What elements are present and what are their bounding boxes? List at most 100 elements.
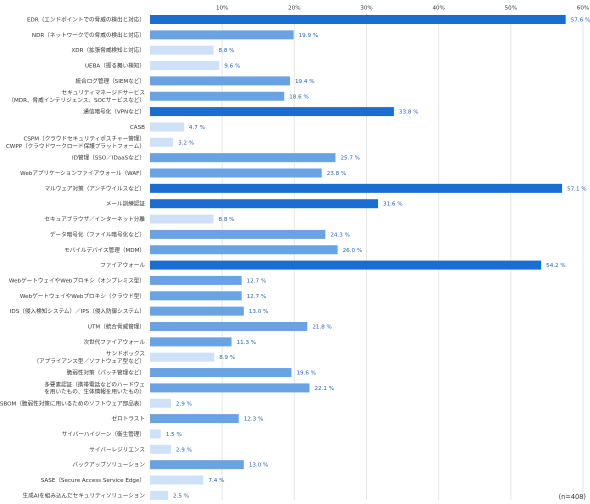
x-axis-ticks: 10% 20% 30% 40% 50% 60%	[216, 6, 589, 12]
category-label-line: WebゲートウェイやWebプロキシ（クラウド型）	[20, 292, 145, 300]
bar-value-label: 33.8 %	[399, 110, 419, 116]
bar	[150, 398, 171, 408]
bars	[150, 15, 566, 500]
category-label-line: IDS（侵入検知システム）／IPS（侵入防御システム）	[10, 307, 145, 315]
bar	[150, 153, 336, 163]
category-label: サンドボックス（アプライアンス型／ソフトウェア型など）	[33, 350, 145, 365]
category-label: IDS（侵入検知システム）／IPS（侵入防御システム）	[10, 307, 145, 315]
category-label-line: サイバーレジリエンス	[89, 446, 145, 453]
category-label-line: ファイアウォール	[100, 261, 145, 269]
bar	[150, 475, 204, 485]
bar-value-label: 8.8 %	[219, 217, 235, 223]
category-labels: EDR（エンドポイントでの脅威の検出と対応） NDR（ネットワークでの脅威の検出と…	[0, 16, 145, 500]
bar	[150, 322, 308, 331]
x-tick-label: 50%	[505, 6, 517, 12]
bar-value-label: 19.9 %	[299, 33, 319, 39]
category-label: EDR（エンドポイントでの脅威の検出と対応）	[27, 16, 145, 24]
bar	[150, 91, 285, 101]
bar	[150, 122, 184, 132]
category-label-line: メール訓練認証	[106, 200, 146, 208]
bar-value-label: 13.0 %	[249, 309, 269, 315]
bar-value-label: 19.4 %	[295, 79, 315, 85]
sample-size-note: (n=408)	[559, 493, 586, 501]
bar-value-label: 12.7 %	[247, 278, 267, 284]
category-label: データ暗号化（ファイル暗号化など）	[50, 230, 145, 238]
bar-value-label: 9.6 %	[224, 64, 240, 70]
category-label-line: ゼロトラスト	[112, 415, 145, 423]
category-label: 脆弱性対策（パッチ管理など）	[67, 369, 145, 377]
bar	[150, 61, 220, 71]
bar-value-label: 1.5 %	[166, 432, 182, 438]
category-label: 多要素認証（携帯電話などのハードウェを用いたもの、生体情報を用いたもの）	[44, 380, 145, 395]
x-tick-label: 20%	[288, 6, 300, 12]
category-label-line: SBOM（脆弱性対策に用いるためのソフトウェア部品表）	[0, 399, 145, 407]
category-label-line: を用いたもの、生体情報を用いたもの）	[44, 388, 145, 396]
bar-value-label: 21.8 %	[312, 325, 332, 331]
bar	[150, 245, 338, 255]
category-label-line: 統合ログ管理（SIEMなど）	[76, 77, 146, 85]
category-label-line: CSPM（クラウドセキュリティポスチャー管理）	[23, 135, 145, 143]
category-label-line: 脆弱性対策（パッチ管理など）	[67, 369, 145, 377]
category-label-line: （アプライアンス型／ソフトウェア型など）	[33, 357, 145, 365]
bar	[150, 490, 169, 500]
category-label: メール訓練認証	[106, 200, 146, 208]
bar	[150, 352, 215, 362]
bar	[150, 15, 566, 24]
category-label-line: データ暗号化（ファイル暗号化など）	[50, 230, 145, 238]
category-label-line: 多要素認証（携帯電話などのハードウェ	[44, 380, 145, 388]
category-label: サイバーレジリエンス	[89, 446, 145, 453]
bar-value-label: 57.1 %	[567, 186, 587, 192]
bar	[150, 306, 244, 316]
bar-value-label: 12.7 %	[247, 294, 267, 300]
bar	[150, 183, 563, 193]
bar	[150, 460, 244, 470]
bar-value-label: 3.2 %	[178, 140, 194, 146]
bar	[150, 168, 322, 178]
category-label: CSPM（クラウドセキュリティポスチャー管理） CWPP（クラウドワークロード保護…	[6, 135, 145, 150]
bar-value-label: 13.0 %	[249, 463, 269, 469]
category-label-line: サイバーハイジーン（衛生管理）	[62, 430, 145, 438]
bar-value-label: 11.3 %	[237, 340, 257, 346]
category-label: セキュアブラウザ／インターネット分離	[44, 215, 145, 223]
category-label: 統合ログ管理（SIEMなど）	[76, 77, 146, 85]
bar	[150, 229, 326, 239]
category-label-line: セキュリティマネージドサービス	[62, 89, 146, 97]
category-label-line: ID管理（SSO／IDaaSなど）	[72, 154, 145, 162]
category-label-line: UEBA（振る舞い検知）	[85, 62, 145, 70]
bar-value-label: 22.1 %	[314, 386, 334, 392]
category-label-line: マルウェア対策（アンチウイルスなど）	[45, 184, 145, 192]
category-label-line: モバイルデバイス管理（MDM）	[64, 246, 145, 254]
bar-value-label: 2.9 %	[176, 447, 192, 453]
bar-value-label: 18.6 %	[289, 94, 309, 100]
category-label: 生成AIを組み込んだセキュリティソリューション	[23, 491, 146, 499]
category-label-line: SASE（Secure Access Service Edge）	[41, 477, 145, 484]
category-label-line: 通信暗号化（VPNなど）	[83, 108, 145, 116]
bar-value-label: 12.3 %	[244, 417, 264, 423]
category-label: WebゲートウェイやWebプロキシ（クラウド型）	[20, 292, 145, 300]
x-tick-label: 40%	[432, 6, 444, 12]
bar	[150, 137, 174, 147]
category-label: UTM（統合脅威管理）	[88, 323, 145, 331]
category-label: Webアプリケーションファイアウォール（WAF）	[20, 169, 145, 177]
category-label: 次世代ファイアウォール	[83, 338, 145, 346]
x-tick-label: 60%	[577, 6, 589, 12]
grid-lines	[221, 14, 584, 500]
bar	[150, 107, 394, 117]
category-label-line: UTM（統合脅威管理）	[88, 323, 145, 331]
x-tick-label: 10%	[216, 6, 228, 12]
bar	[150, 383, 310, 393]
category-label: UEBA（振る舞い検知）	[85, 62, 145, 70]
category-label: ゼロトラスト	[112, 415, 145, 423]
bar-value-label: 2.5 %	[173, 493, 189, 499]
bar	[150, 199, 379, 209]
category-label-line: 次世代ファイアウォール	[83, 338, 145, 346]
category-label: WebゲートウェイやWebプロキシ（オンプレミス型）	[9, 276, 145, 284]
bar	[150, 275, 242, 285]
bar	[150, 260, 542, 270]
x-tick-label: 30%	[360, 6, 372, 12]
category-label-line: EDR（エンドポイントでの脅威の検出と対応）	[27, 16, 145, 24]
bar	[150, 30, 294, 40]
bar	[150, 414, 239, 424]
bar-value-label: 4.7 %	[189, 125, 205, 131]
